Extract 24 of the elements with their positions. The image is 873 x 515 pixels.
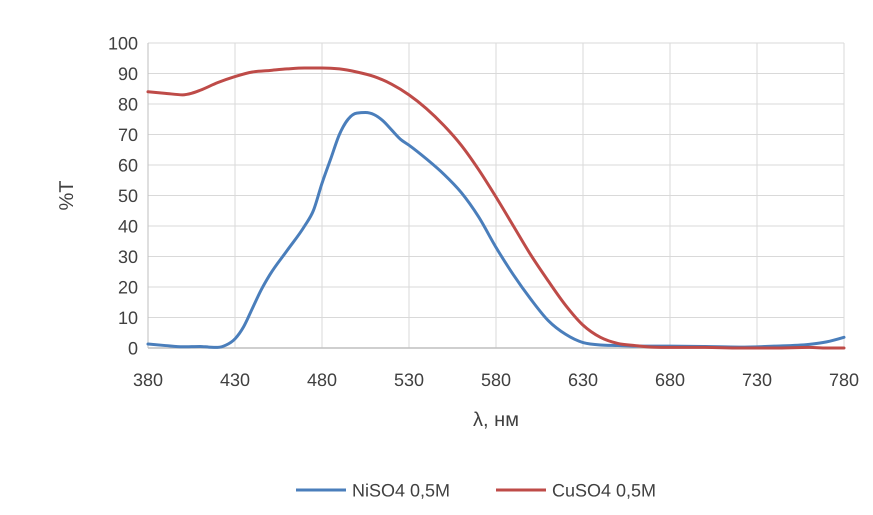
y-tick-label: 50 (118, 186, 138, 206)
legend-label: CuSO4 0,5M (552, 480, 656, 500)
y-tick-label: 10 (118, 308, 138, 328)
x-axis-title: λ, нм (473, 409, 519, 431)
y-tick-label: 60 (118, 155, 138, 176)
x-tick-label: 680 (654, 370, 686, 390)
y-tick-label: 40 (118, 216, 138, 236)
y-tick-label: 100 (108, 33, 138, 54)
x-tick-label: 580 (480, 370, 512, 390)
y-tick-label: 70 (118, 124, 138, 145)
y-tick-label: 20 (118, 277, 138, 298)
x-tick-label: 630 (568, 370, 598, 390)
y-tick-label: 90 (118, 64, 138, 84)
x-tick-label: 430 (220, 370, 250, 390)
x-tick-label: 480 (306, 370, 338, 390)
y-axis-title: %T (56, 180, 78, 210)
x-tick-label: 780 (828, 370, 860, 390)
y-tick-label: 0 (128, 338, 138, 358)
legend-label: NiSO4 0,5M (352, 480, 450, 500)
y-tick-label: 30 (118, 246, 138, 267)
x-tick-label: 530 (394, 370, 424, 390)
y-tick-label: 80 (118, 94, 138, 114)
x-tick-label: 730 (742, 370, 772, 390)
x-tick-label: 380 (132, 370, 164, 390)
